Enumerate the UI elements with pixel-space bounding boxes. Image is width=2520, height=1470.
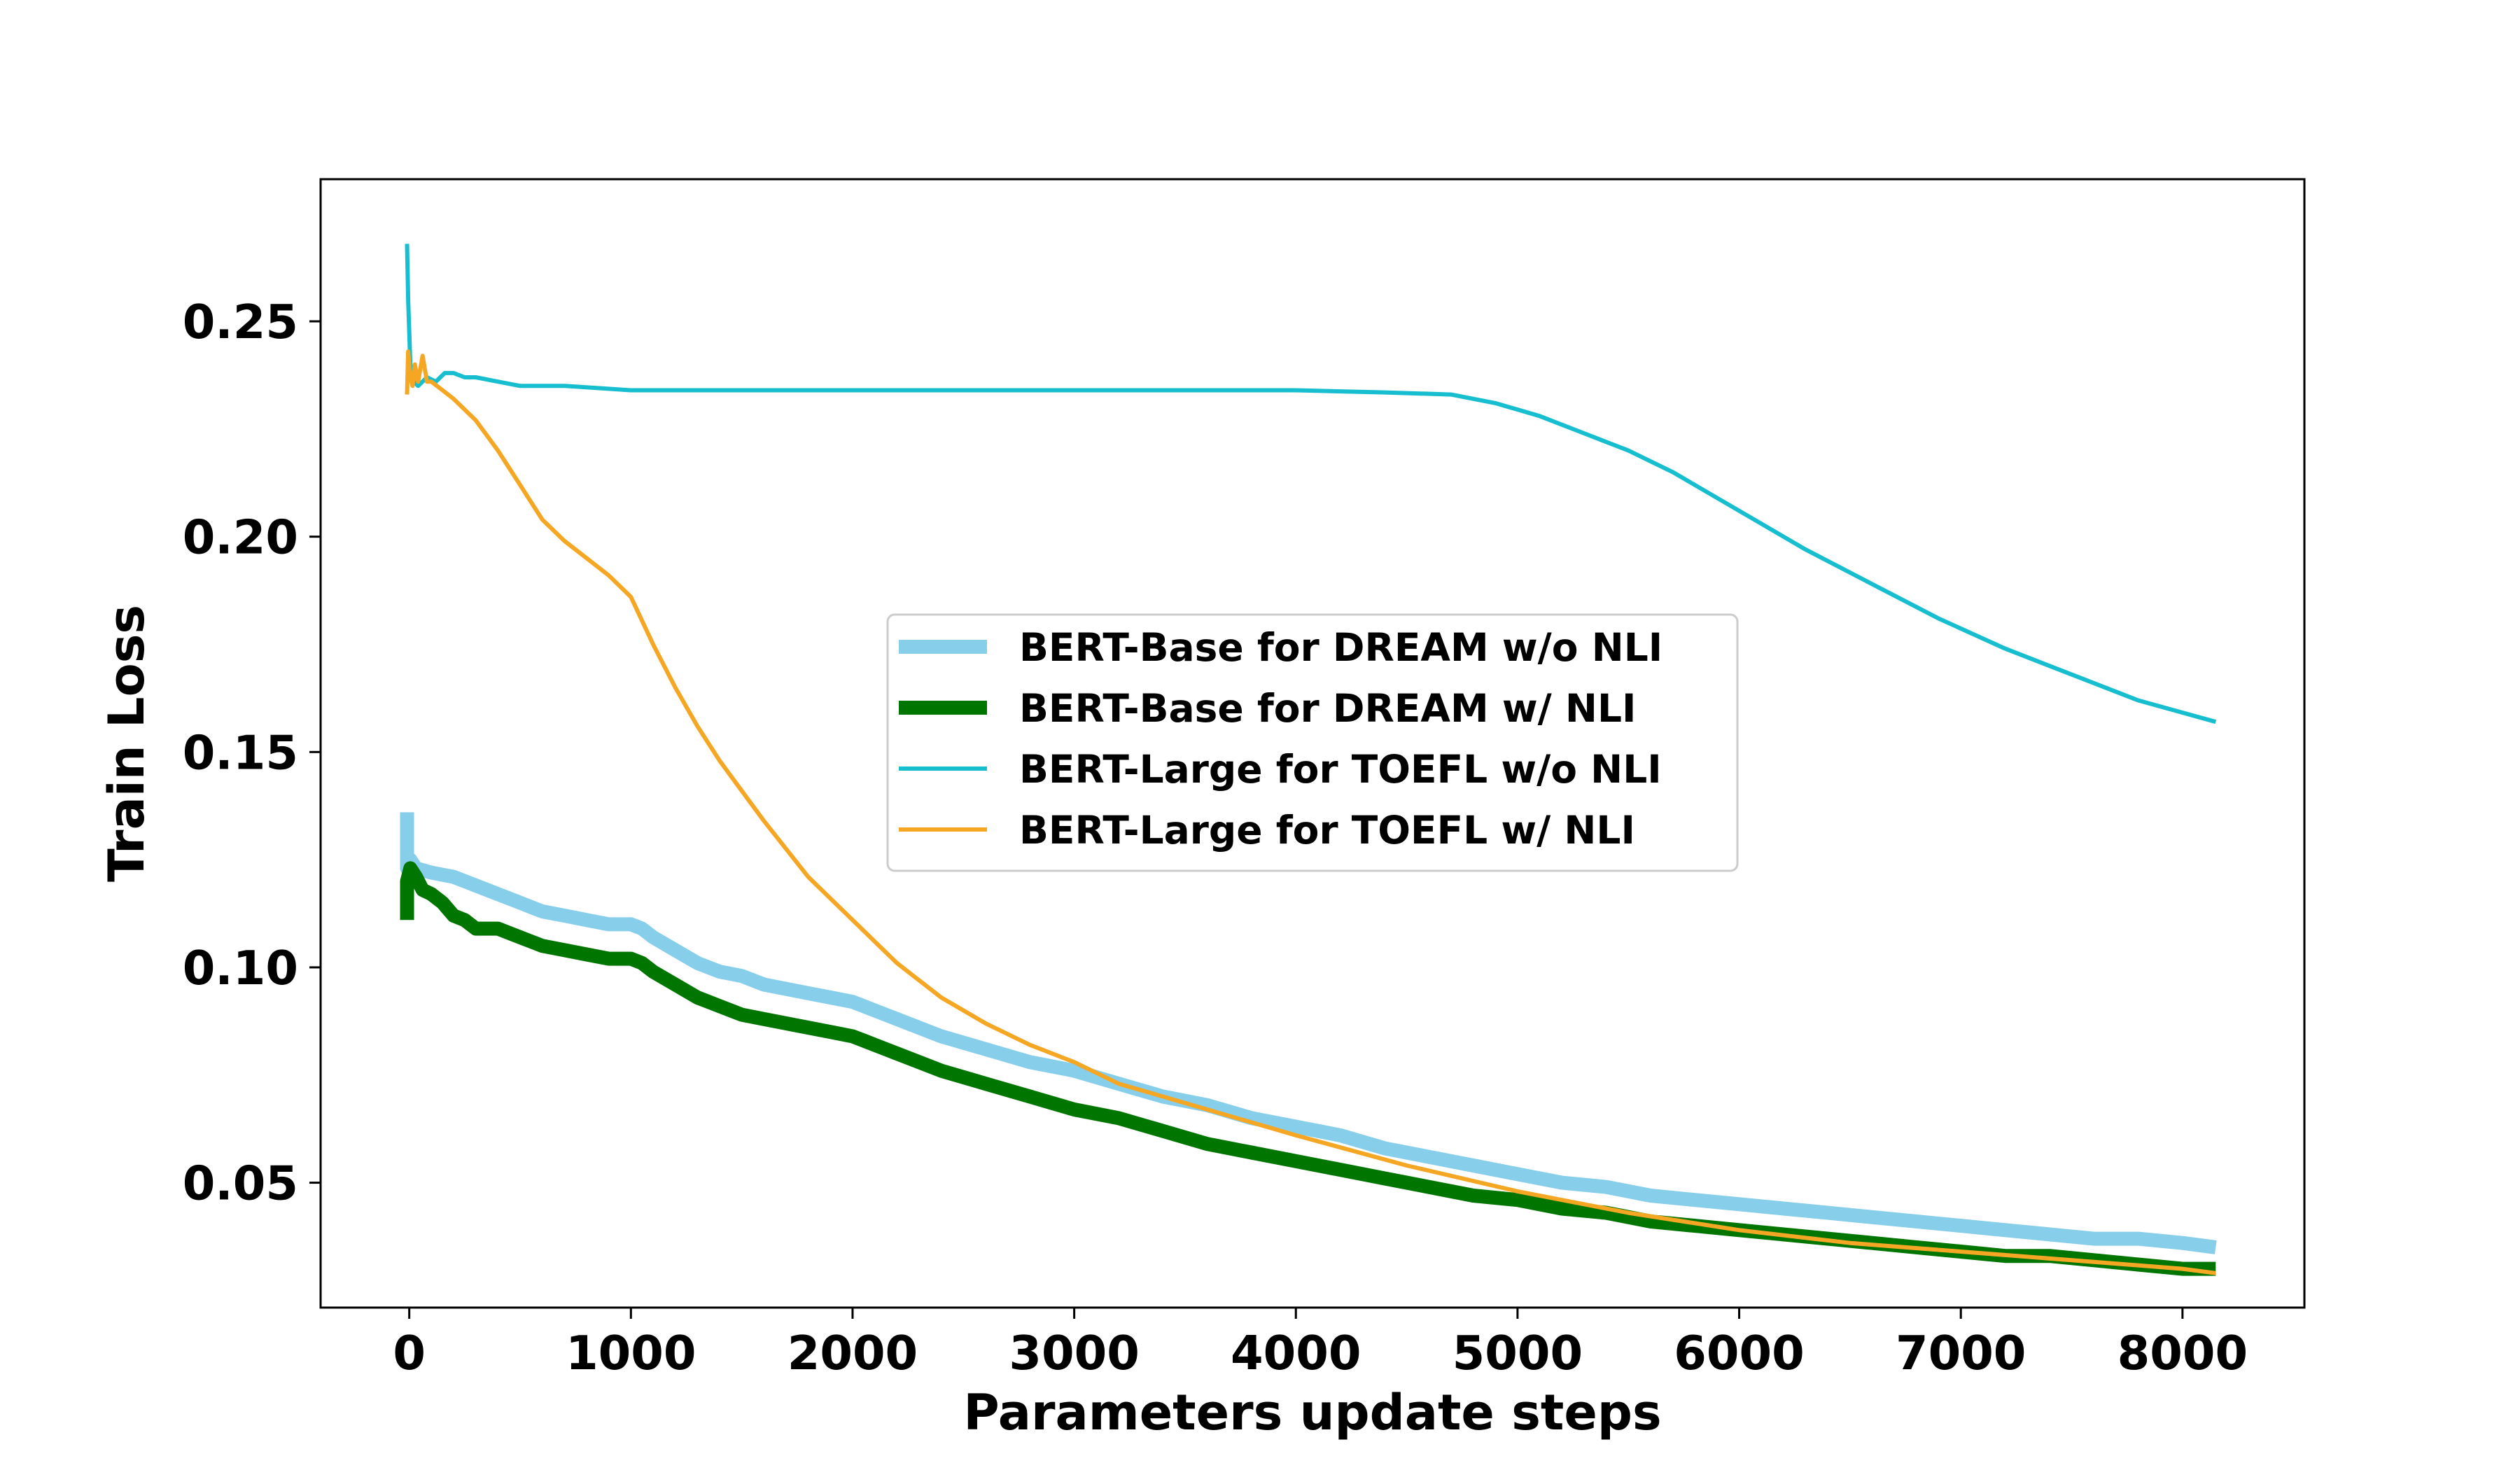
x-tick-label: 3000 bbox=[1009, 1326, 1139, 1380]
x-tick-label: 4000 bbox=[1231, 1326, 1361, 1380]
x-tick-label: 5000 bbox=[1452, 1326, 1583, 1380]
legend: BERT-Base for DREAM w/o NLI BERT-Base for… bbox=[886, 613, 1739, 872]
y-axis-label: Train Loss bbox=[98, 605, 155, 882]
x-tick-label: 1000 bbox=[566, 1326, 696, 1380]
x-tick-label: 6000 bbox=[1674, 1326, 1804, 1380]
y-tick-label: 0.25 bbox=[183, 295, 298, 349]
legend-items: BERT-Base for DREAM w/o NLI BERT-Base for… bbox=[899, 625, 1662, 853]
series-layer bbox=[400, 244, 2217, 1276]
x-tick-label: 7000 bbox=[1896, 1326, 2026, 1380]
y-tick-label: 0.10 bbox=[183, 941, 298, 995]
y-tick-label: 0.20 bbox=[183, 510, 298, 565]
series-line-1 bbox=[400, 812, 2217, 1254]
y-tick-label: 0.15 bbox=[183, 725, 298, 780]
plot-frame bbox=[319, 178, 2306, 1309]
legend-label-3: BERT-Large for TOEFL w/o NLI bbox=[1019, 747, 1662, 792]
x-tick-label: 2000 bbox=[788, 1326, 918, 1380]
legend-box bbox=[886, 613, 1739, 872]
x-axis: 0 1000 2000 3000 4000 5000 6000 7000 8000 bbox=[393, 1308, 2248, 1380]
series-line-4 bbox=[405, 349, 2216, 1275]
legend-label-4: BERT-Large for TOEFL w/ NLI bbox=[1019, 808, 1635, 853]
legend-label-1: BERT-Base for DREAM w/o NLI bbox=[1019, 625, 1662, 670]
x-axis-label: Parameters update steps bbox=[963, 1384, 1661, 1441]
x-tick-label: 8000 bbox=[2118, 1326, 2248, 1380]
legend-label-2: BERT-Base for DREAM w/ NLI bbox=[1019, 686, 1636, 731]
y-axis: 0.05 0.10 0.15 0.20 0.25 bbox=[183, 295, 321, 1211]
series-line-3 bbox=[405, 244, 2217, 724]
y-tick-label: 0.05 bbox=[183, 1156, 298, 1211]
x-tick-label: 0 bbox=[393, 1326, 426, 1380]
